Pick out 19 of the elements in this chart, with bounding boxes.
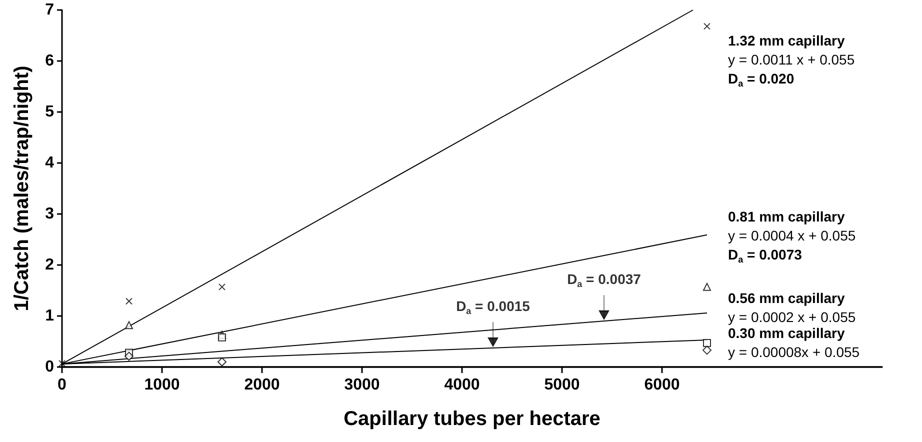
y-tick-label: 1: [45, 308, 54, 324]
x-tick-label: 5000: [544, 376, 580, 394]
x-tick-label: 3000: [344, 376, 380, 394]
y-axis-title: 1/Catch (males/trap/night): [11, 66, 33, 312]
y-tick-label: 2: [45, 256, 54, 274]
x-tick-label: 2000: [244, 376, 280, 394]
annotation: 0.56 mm capillary y = 0.0002 x + 0.055: [728, 290, 856, 325]
x-tick-label: 6000: [644, 376, 680, 394]
x-tick-label: 4000: [444, 376, 480, 394]
y-tick-label: 3: [45, 206, 54, 222]
y-tick-label: 7: [45, 2, 54, 18]
x-tick-label: 1000: [144, 376, 180, 394]
y-tick-label: 4: [45, 154, 54, 172]
y-tick-label: 5: [45, 104, 54, 120]
y-tick-label: 0: [45, 358, 54, 376]
y-tick-label: 6: [45, 52, 54, 70]
annotation: 0.30 mm capillary y = 0.00008x + 0.055: [728, 325, 860, 360]
x-tick-label: 0: [58, 376, 67, 394]
x-axis-title: Capillary tubes per hectare: [344, 408, 600, 430]
